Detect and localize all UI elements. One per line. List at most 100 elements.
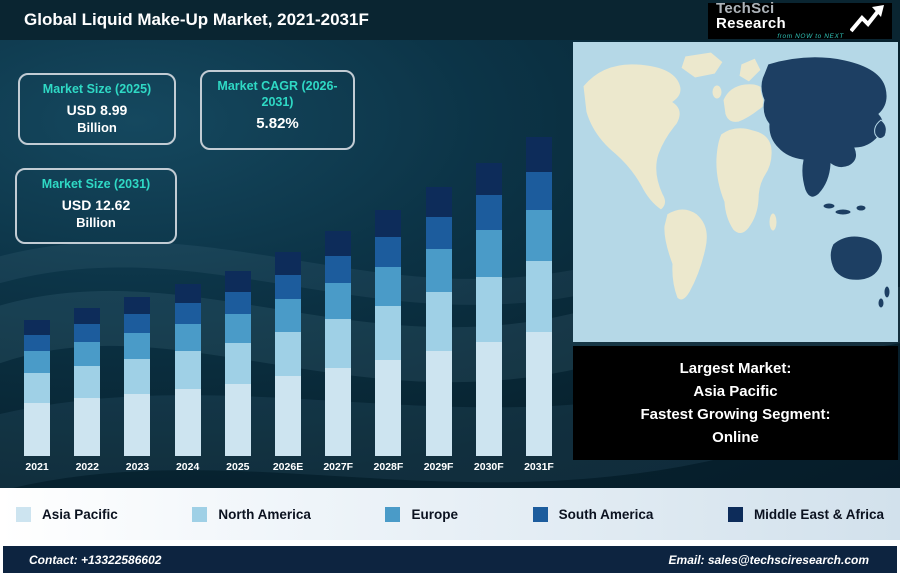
- bar-segment-asia-pacific: [325, 368, 352, 456]
- bar-segment-south-america: [425, 216, 452, 249]
- legend-item-north-america: North America: [192, 506, 311, 522]
- bar-segment-south-america: [525, 172, 552, 211]
- legend-label: North America: [218, 506, 311, 522]
- bar-column-2030f: 2030F: [464, 40, 514, 474]
- x-axis-label: 2030F: [473, 461, 504, 473]
- bar-column-2022: 2022: [62, 40, 112, 474]
- bar-segment-europe: [525, 210, 552, 262]
- bar-column-2024: 2024: [163, 40, 213, 474]
- stat-unit: Billion: [76, 214, 116, 230]
- info-line-fastest-segment: Fastest Growing Segment:: [640, 406, 831, 423]
- bar-segment-south-america: [174, 303, 201, 324]
- info-line-largest-market-value: Asia Pacific: [693, 382, 778, 400]
- stat-label: Market CAGR (2026-2031): [217, 79, 338, 109]
- bar-segment-middle-east-africa: [325, 231, 352, 256]
- bar-column-2028f: 2028F: [363, 40, 413, 474]
- bar-segment-middle-east-africa: [475, 162, 502, 196]
- legend-item-south-america: South America: [532, 506, 654, 522]
- bar-segment-north-america: [525, 261, 552, 332]
- stat-box-market-cagr: Market CAGR (2026-2031) 5.82%: [200, 70, 355, 150]
- region-australia-highlight: [829, 235, 883, 281]
- bar-segment-south-america: [224, 291, 251, 314]
- bar-segment-north-america: [425, 291, 452, 351]
- bar-segment-south-america: [24, 334, 51, 352]
- island-nz-2: [877, 297, 885, 309]
- legend-swatch-icon: [16, 506, 31, 522]
- continent-south-america: [663, 208, 708, 301]
- bar-segment-middle-east-africa: [375, 210, 402, 238]
- bar-segment-asia-pacific: [375, 360, 402, 456]
- logo-brand: TechSci Research: [716, 1, 844, 31]
- bar-segment-south-america: [475, 195, 502, 231]
- region-asia-highlight: [760, 56, 888, 198]
- island-sea-3: [855, 204, 867, 212]
- bar-segment-europe: [475, 230, 502, 278]
- bar-segment-north-america: [174, 351, 201, 390]
- island-sea-2: [834, 208, 852, 216]
- continent-africa: [715, 127, 773, 234]
- bar-segment-asia-pacific: [74, 398, 101, 456]
- bar-segment-middle-east-africa: [124, 296, 151, 314]
- legend-label: South America: [558, 506, 654, 522]
- bar-column-2029f: 2029F: [414, 40, 464, 474]
- bar-segment-north-america: [224, 343, 251, 384]
- logo-brand-secondary: Research: [716, 15, 786, 33]
- legend-swatch-icon: [727, 506, 743, 522]
- bar-segment-middle-east-africa: [425, 187, 452, 217]
- bar-segment-asia-pacific: [224, 383, 251, 456]
- logo-tagline: from NOW to NEXT: [777, 33, 844, 41]
- x-axis-label: 2028F: [373, 461, 404, 473]
- footer-bar: Contact: +13322586602 Email: sales@techs…: [3, 546, 897, 573]
- world-map-panel: [573, 42, 898, 342]
- legend-swatch-icon: [532, 506, 548, 522]
- x-axis-label: 2021: [25, 461, 49, 473]
- bar-segment-middle-east-africa: [525, 137, 552, 173]
- bar-column-2027f: 2027F: [313, 40, 363, 474]
- x-axis-label: 2026E: [272, 461, 304, 473]
- bar-column-2023: 2023: [112, 40, 162, 474]
- bar-segment-south-america: [325, 255, 352, 283]
- bar-column-2031f: 2031F: [514, 40, 564, 474]
- x-axis-label: 2027F: [323, 461, 354, 473]
- bar-segment-asia-pacific: [275, 376, 302, 456]
- bar-segment-europe: [275, 299, 302, 332]
- stat-box-market-size-2031: Market Size (2031) USD 12.62 Billion: [15, 168, 177, 244]
- bar-column-2026e: 2026E: [263, 40, 313, 474]
- bar-segment-north-america: [475, 277, 502, 342]
- x-axis-label: 2025: [226, 461, 250, 473]
- x-axis-label: 2024: [175, 461, 200, 473]
- bar-segment-asia-pacific: [174, 389, 201, 456]
- island-sea-1: [822, 202, 836, 210]
- bar-segment-asia-pacific: [425, 350, 452, 456]
- logo-text: TechSci Research from NOW to NEXT: [716, 1, 844, 41]
- bar-segment-middle-east-africa: [275, 252, 302, 275]
- legend-label: Asia Pacific: [42, 506, 118, 522]
- stat-label: Market Size (2025): [42, 82, 152, 96]
- legend-item-middle-east-africa: Middle East & Africa: [727, 506, 884, 522]
- logo-brand-primary: TechSci: [716, 0, 775, 18]
- bar-column-2021: 2021: [12, 40, 62, 474]
- bar-segment-north-america: [375, 306, 402, 361]
- bar-segment-europe: [375, 266, 402, 307]
- bar-segment-europe: [224, 313, 251, 344]
- bar-segment-europe: [24, 351, 51, 373]
- x-axis-label: 2031F: [524, 461, 554, 473]
- bar-segment-europe: [425, 248, 452, 292]
- world-map: [573, 42, 898, 342]
- stat-value: USD 8.99: [66, 101, 128, 118]
- bar-segment-north-america: [124, 358, 151, 394]
- bar-segment-north-america: [325, 318, 352, 369]
- stat-value: USD 12.62: [61, 196, 131, 213]
- x-axis-label: 2029F: [423, 461, 454, 473]
- chart-canvas: Market Size (2025) USD 8.99 Billion Mark…: [0, 40, 900, 488]
- legend-label: Europe: [411, 506, 458, 522]
- bar-segment-europe: [124, 333, 151, 359]
- techsci-logo: TechSci Research from NOW to NEXT: [708, 1, 892, 41]
- info-line-fastest-segment-value: Online: [712, 429, 759, 447]
- continent-north-america: [582, 63, 682, 211]
- footer-email: Email: sales@techsciresearch.com: [668, 552, 869, 567]
- market-info-box: Largest Market: Asia Pacific Fastest Gro…: [573, 346, 898, 460]
- bar-column-2025: 2025: [213, 40, 263, 474]
- continent-greenland: [680, 51, 724, 79]
- legend-label: Middle East & Africa: [753, 506, 884, 522]
